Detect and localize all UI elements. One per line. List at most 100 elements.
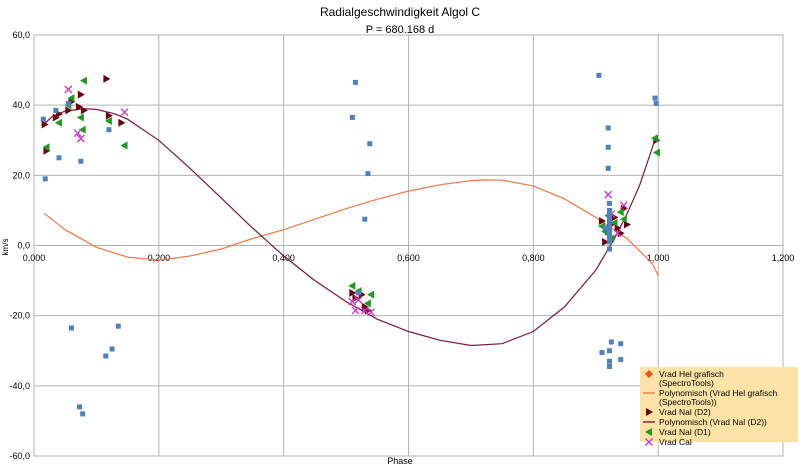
data-point [348,281,356,290]
data-point [602,225,608,231]
data-point [604,190,613,199]
data-point [68,325,74,331]
data-point [606,207,612,213]
data-point [75,102,83,111]
data-point [42,176,48,182]
data-point [653,100,659,106]
data-point [78,125,86,134]
data-point [606,228,612,234]
data-point [53,107,59,113]
data-point [606,348,612,354]
legend-swatch [646,408,653,416]
data-point [105,111,113,120]
data-point [606,235,612,241]
x-tick-label: 0,200 [148,253,171,263]
data-point [367,141,373,147]
data-point [77,404,83,410]
legend-background [640,367,798,442]
data-point [42,143,50,152]
data-point [606,221,612,227]
data-point [115,323,121,329]
data-point [619,215,627,224]
data-point [606,200,612,206]
data-point [349,114,355,120]
data-point [605,125,611,131]
data-point [65,100,71,106]
y-axis-title: km/s [1,239,10,256]
data-point [606,239,612,245]
data-point [80,411,86,417]
data-point [605,144,611,150]
data-point [606,358,612,364]
data-point [54,118,62,127]
trend-line [43,179,659,276]
data-point [606,225,612,231]
data-point [365,171,371,177]
legend-swatch [645,428,652,436]
trend-line [43,108,657,347]
legend-label: Vrad Nal (D2) [659,407,711,417]
data-point [606,211,612,217]
data-point [652,148,660,157]
data-point [349,288,357,297]
y-tick-label: -40,0 [9,381,30,391]
data-point [652,95,658,101]
data-point [118,118,126,127]
x-tick-label: 0,600 [397,253,420,263]
data-point [618,341,624,347]
data-point [67,94,75,103]
data-point [367,290,375,299]
data-point [606,232,612,238]
data-point [103,353,109,359]
x-tick-label: 1,000 [647,253,670,263]
data-point [352,79,358,85]
data-point [73,129,82,138]
data-point [79,76,87,85]
data-point [606,218,612,224]
data-point [64,85,73,94]
legend-label: Polynomisch (Vrad Hel grafisch [659,388,778,398]
data-point [651,134,659,143]
legend-swatch [645,370,653,378]
legend-label: Vrad Cal [659,437,692,447]
data-point [618,357,624,363]
data-point [76,134,85,143]
y-tick-label: -60,0 [9,451,30,461]
data-point [596,72,602,78]
data-point [106,127,112,133]
data-point [77,90,85,99]
data-point [104,116,112,125]
data-point [598,216,606,225]
chart-subtitle: P = 680.168 d [366,24,435,36]
data-point [354,295,363,304]
y-tick-label: 0,0 [17,241,30,251]
data-point [80,106,88,115]
y-tick-label: 60,0 [12,30,30,40]
x-tick-label: 1,200 [772,253,795,263]
data-point [76,113,84,122]
data-point [363,299,371,308]
data-point [602,237,610,246]
data-point [616,208,624,217]
marker-layer [40,72,661,417]
data-point [40,116,46,122]
legend-label: (SpectroTools) [659,378,714,388]
data-point [41,120,49,129]
data-point [348,297,357,306]
x-tick-label: 0,800 [522,253,545,263]
data-point [619,201,628,210]
data-point [613,229,622,238]
data-point [599,350,605,356]
legend-swatch [645,438,653,446]
data-point [351,306,360,315]
data-point [606,214,612,220]
legend: Vrad Hel grafisch(SpectroTools)Polynomis… [640,367,798,447]
axis-layer: 0,000 0,200 0,400 0,600 0,800 1,000 1,200 -60,0… [9,30,794,461]
data-point [103,74,111,83]
data-point [367,308,376,317]
x-tick-label: 0,000 [23,253,46,263]
data-point [56,155,62,161]
data-point [356,290,362,296]
